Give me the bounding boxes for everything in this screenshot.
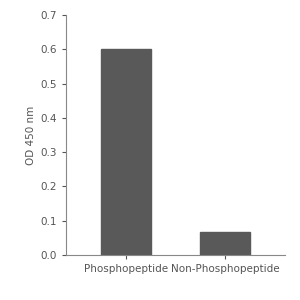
Bar <box>101 49 151 255</box>
Bar <box>200 232 250 255</box>
Y-axis label: OD 450 nm: OD 450 nm <box>26 105 36 165</box>
